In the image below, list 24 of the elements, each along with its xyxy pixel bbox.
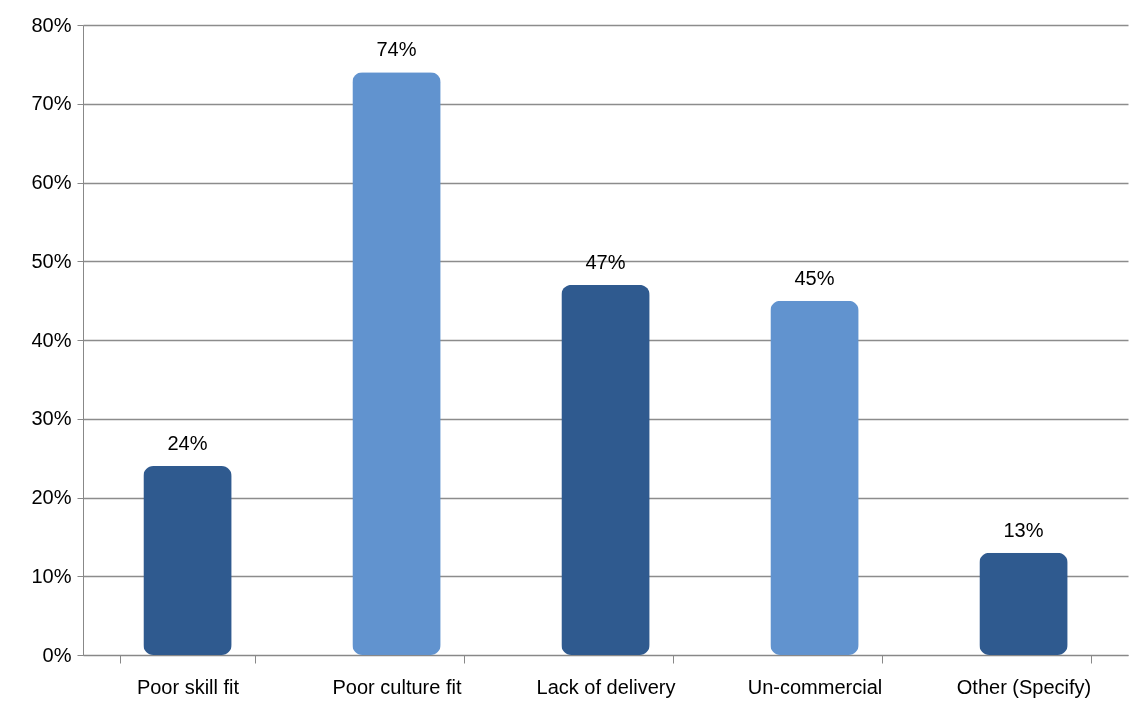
data-label: 45% bbox=[794, 266, 835, 289]
bar bbox=[770, 300, 859, 655]
y-tick-label: 40% bbox=[31, 328, 72, 351]
data-label: 47% bbox=[585, 250, 626, 273]
bar bbox=[143, 466, 232, 655]
y-tick-label: 0% bbox=[42, 643, 72, 666]
x-tick-label: Lack of delivery bbox=[536, 675, 676, 698]
y-tick-label: 60% bbox=[31, 171, 72, 193]
x-tick-label: Poor skill fit bbox=[136, 675, 240, 698]
y-tick-label: 70% bbox=[31, 92, 72, 115]
bar bbox=[561, 284, 650, 655]
y-tick-label: 10% bbox=[31, 564, 72, 587]
data-label: 74% bbox=[376, 38, 417, 61]
x-tick-label: Poor culture fit bbox=[332, 675, 462, 698]
y-tick-label: 50% bbox=[31, 249, 72, 272]
x-tick-label: Un-commercial bbox=[747, 675, 883, 698]
bar bbox=[979, 552, 1068, 655]
y-tick-label: 30% bbox=[31, 407, 72, 430]
bar bbox=[352, 72, 441, 655]
x-tick-label: Other (Specify) bbox=[956, 675, 1092, 698]
data-label: 13% bbox=[1003, 518, 1044, 541]
y-tick-label: 20% bbox=[31, 486, 72, 508]
data-label: 24% bbox=[167, 432, 208, 454]
y-tick-label: 80% bbox=[31, 13, 72, 36]
